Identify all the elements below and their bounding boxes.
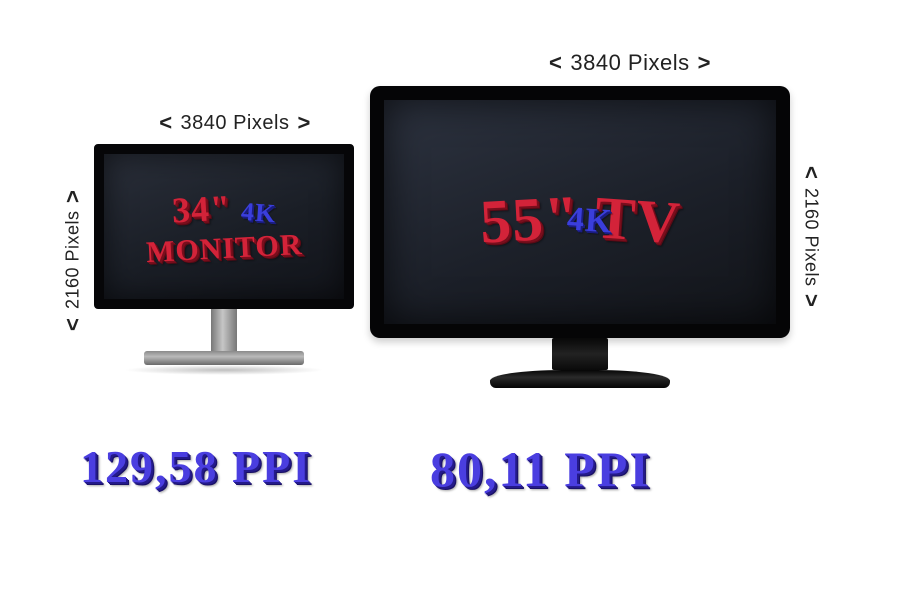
monitor-width-label: < 3840 Pixels >: [90, 110, 380, 136]
monitor-width-text: 3840 Pixels: [181, 112, 290, 135]
monitor-neck: [211, 309, 237, 351]
arrow-down-icon: >: [798, 294, 824, 307]
monitor-4k-text: 4K: [240, 196, 277, 228]
tv-base: [490, 370, 670, 388]
tv-group: < 3840 Pixels > 55" TV 4K < 2160 Pixels …: [370, 50, 890, 388]
monitor-screen: 34" 4K MONITOR: [94, 144, 354, 309]
tv-width-text: 3840 Pixels: [570, 50, 689, 76]
tv-height-text: 2160 Pixels: [801, 188, 822, 287]
arrow-up-icon: <: [60, 317, 86, 330]
tv-ppi: 80,11 PPI: [430, 440, 651, 498]
arrow-up-icon: <: [798, 166, 824, 179]
tv-width-label: < 3840 Pixels >: [370, 50, 890, 76]
arrow-left-icon: <: [159, 110, 172, 136]
arrow-left-icon: <: [549, 50, 562, 76]
monitor-group: < 3840 Pixels > < 2160 Pixels > 34" 4K M…: [60, 110, 380, 375]
monitor-size-text: 34": [171, 186, 232, 231]
tv-4k-text: 4K: [566, 200, 614, 241]
arrow-right-icon: >: [698, 50, 711, 76]
arrow-right-icon: >: [297, 110, 310, 136]
monitor-base: [144, 351, 304, 365]
monitor-height-text: 2160 Pixels: [63, 210, 84, 309]
monitor-type-text: MONITOR: [145, 227, 303, 269]
arrow-down-icon: >: [60, 189, 86, 202]
tv-screen: 55" TV 4K: [370, 86, 790, 338]
monitor-shadow: [124, 365, 324, 375]
tv-height-label: < 2160 Pixels >: [798, 102, 824, 372]
tv-size-text: 55": [478, 182, 581, 258]
tv-neck: [552, 338, 608, 370]
monitor-height-label: < 2160 Pixels >: [60, 170, 86, 350]
monitor-ppi: 129,58 PPI: [80, 440, 312, 493]
